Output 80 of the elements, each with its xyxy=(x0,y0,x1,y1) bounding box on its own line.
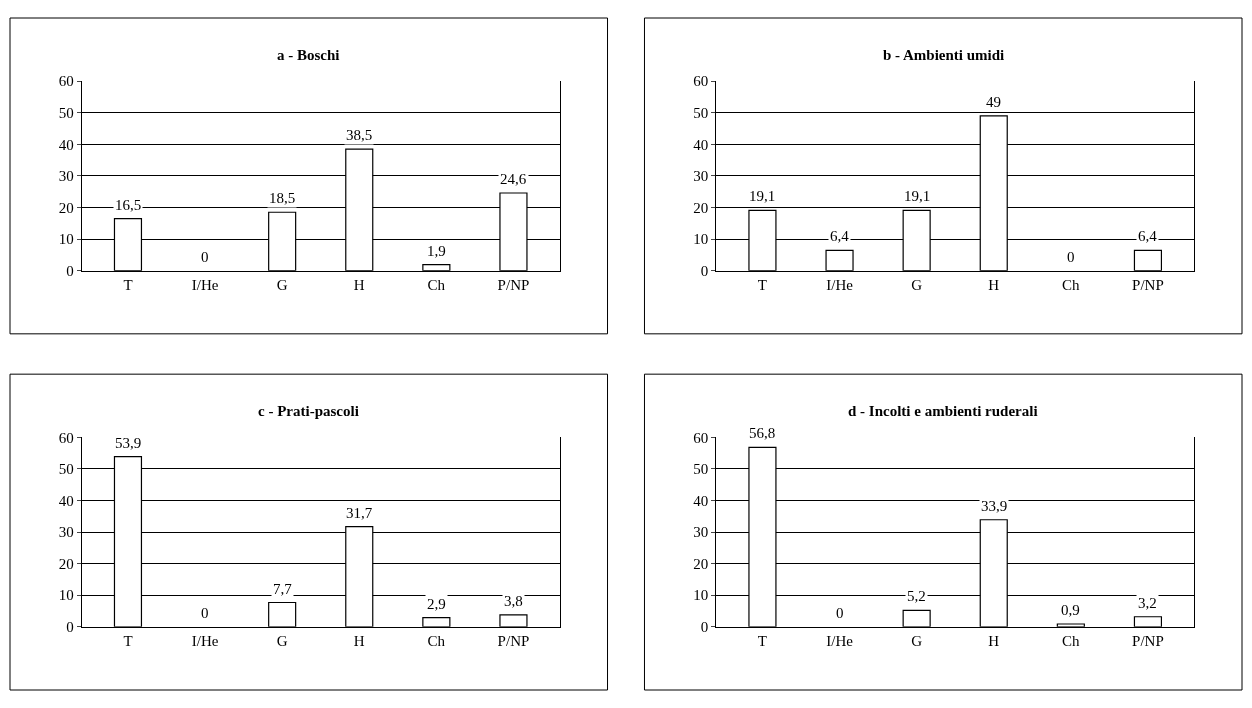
x-tick-label: H xyxy=(988,632,1000,649)
y-tick-label: 10 xyxy=(693,587,709,604)
chart-title: c - Prati-pascoli xyxy=(258,403,359,419)
data-label: 31,7 xyxy=(346,505,373,521)
data-label: 6,4 xyxy=(830,228,850,244)
y-tick-label: 20 xyxy=(58,555,74,572)
x-tick-label: I/He xyxy=(191,632,219,649)
data-label: 38,5 xyxy=(346,127,373,143)
y-tick-label: 0 xyxy=(700,619,709,636)
data-label: 16,5 xyxy=(115,197,142,213)
data-label: 19,1 xyxy=(904,188,931,204)
y-tick-label: 20 xyxy=(693,199,709,216)
data-label: 0,9 xyxy=(1061,602,1080,618)
data-label: 0 xyxy=(836,605,844,621)
x-tick-label: P/NP xyxy=(497,276,530,293)
y-tick-label: 30 xyxy=(693,168,709,185)
y-tick-label: 60 xyxy=(58,429,74,446)
data-label: 33,9 xyxy=(981,498,1008,514)
data-label: 6,4 xyxy=(1138,228,1158,244)
data-label: 2,9 xyxy=(427,596,446,612)
y-tick-label: 0 xyxy=(66,262,74,279)
y-tick-label: 20 xyxy=(58,199,74,216)
y-tick-label: 30 xyxy=(58,524,74,541)
x-tick-label: Ch xyxy=(427,632,446,649)
data-label: 53,9 xyxy=(115,435,142,451)
x-tick-label: P/NP xyxy=(1132,276,1164,293)
y-tick-label: 40 xyxy=(693,136,709,153)
x-tick-label: Ch xyxy=(1062,276,1081,293)
x-tick-label: T xyxy=(123,276,133,293)
data-label: 7,7 xyxy=(273,581,293,597)
y-tick-label: 40 xyxy=(58,492,74,509)
data-label: 1,9 xyxy=(427,243,446,259)
x-tick-label: I/He xyxy=(191,276,219,293)
data-label: 0 xyxy=(201,249,209,265)
data-label: 5,2 xyxy=(907,588,926,604)
x-tick-label: T xyxy=(123,632,133,649)
y-tick-label: 50 xyxy=(58,461,74,478)
data-label: 0 xyxy=(1067,249,1075,265)
data-label: 49 xyxy=(986,94,1001,110)
y-tick-label: 0 xyxy=(66,619,74,636)
y-tick-label: 10 xyxy=(693,231,709,248)
x-tick-label: Ch xyxy=(1062,632,1081,649)
data-label: 3,2 xyxy=(1138,595,1157,611)
data-label: 56,8 xyxy=(749,425,776,441)
data-label: 18,5 xyxy=(269,190,296,206)
y-tick-label: 50 xyxy=(693,105,709,121)
x-tick-label: T xyxy=(757,632,768,649)
x-tick-label: P/NP xyxy=(497,632,530,649)
y-tick-label: 60 xyxy=(58,73,74,90)
y-tick-label: 60 xyxy=(693,429,709,446)
y-tick-label: 30 xyxy=(58,168,74,185)
x-tick-label: G xyxy=(276,632,288,649)
x-tick-label: G xyxy=(911,276,923,293)
data-label: 0 xyxy=(201,605,209,621)
data-label: 3,8 xyxy=(504,593,523,609)
data-label: 24,6 xyxy=(500,171,527,187)
data-label: 19,1 xyxy=(749,188,776,204)
y-tick-label: 60 xyxy=(693,73,709,90)
x-tick-label: T xyxy=(757,276,768,293)
chart-title: a - Boschi xyxy=(277,47,340,63)
y-tick-label: 40 xyxy=(58,136,74,153)
y-tick-label: 50 xyxy=(693,461,709,478)
x-tick-label: H xyxy=(353,632,365,649)
chart-title: d - Incolti e ambienti ruderali xyxy=(848,403,1038,419)
x-tick-label: Ch xyxy=(427,276,446,293)
x-tick-label: I/He xyxy=(826,276,854,293)
y-tick-label: 50 xyxy=(58,105,74,121)
x-tick-label: I/He xyxy=(826,632,854,649)
chart-title: b - Ambienti umidi xyxy=(883,47,1005,63)
x-tick-label: H xyxy=(353,276,365,293)
x-tick-label: H xyxy=(988,276,1000,293)
x-tick-label: P/NP xyxy=(1132,632,1164,649)
y-tick-label: 40 xyxy=(693,492,709,509)
y-tick-label: 10 xyxy=(58,587,74,604)
x-tick-label: G xyxy=(276,276,288,293)
y-tick-label: 10 xyxy=(58,231,74,248)
y-tick-label: 20 xyxy=(693,555,709,572)
x-tick-label: G xyxy=(911,632,923,649)
y-tick-label: 30 xyxy=(693,524,709,541)
y-tick-label: 0 xyxy=(700,262,709,279)
